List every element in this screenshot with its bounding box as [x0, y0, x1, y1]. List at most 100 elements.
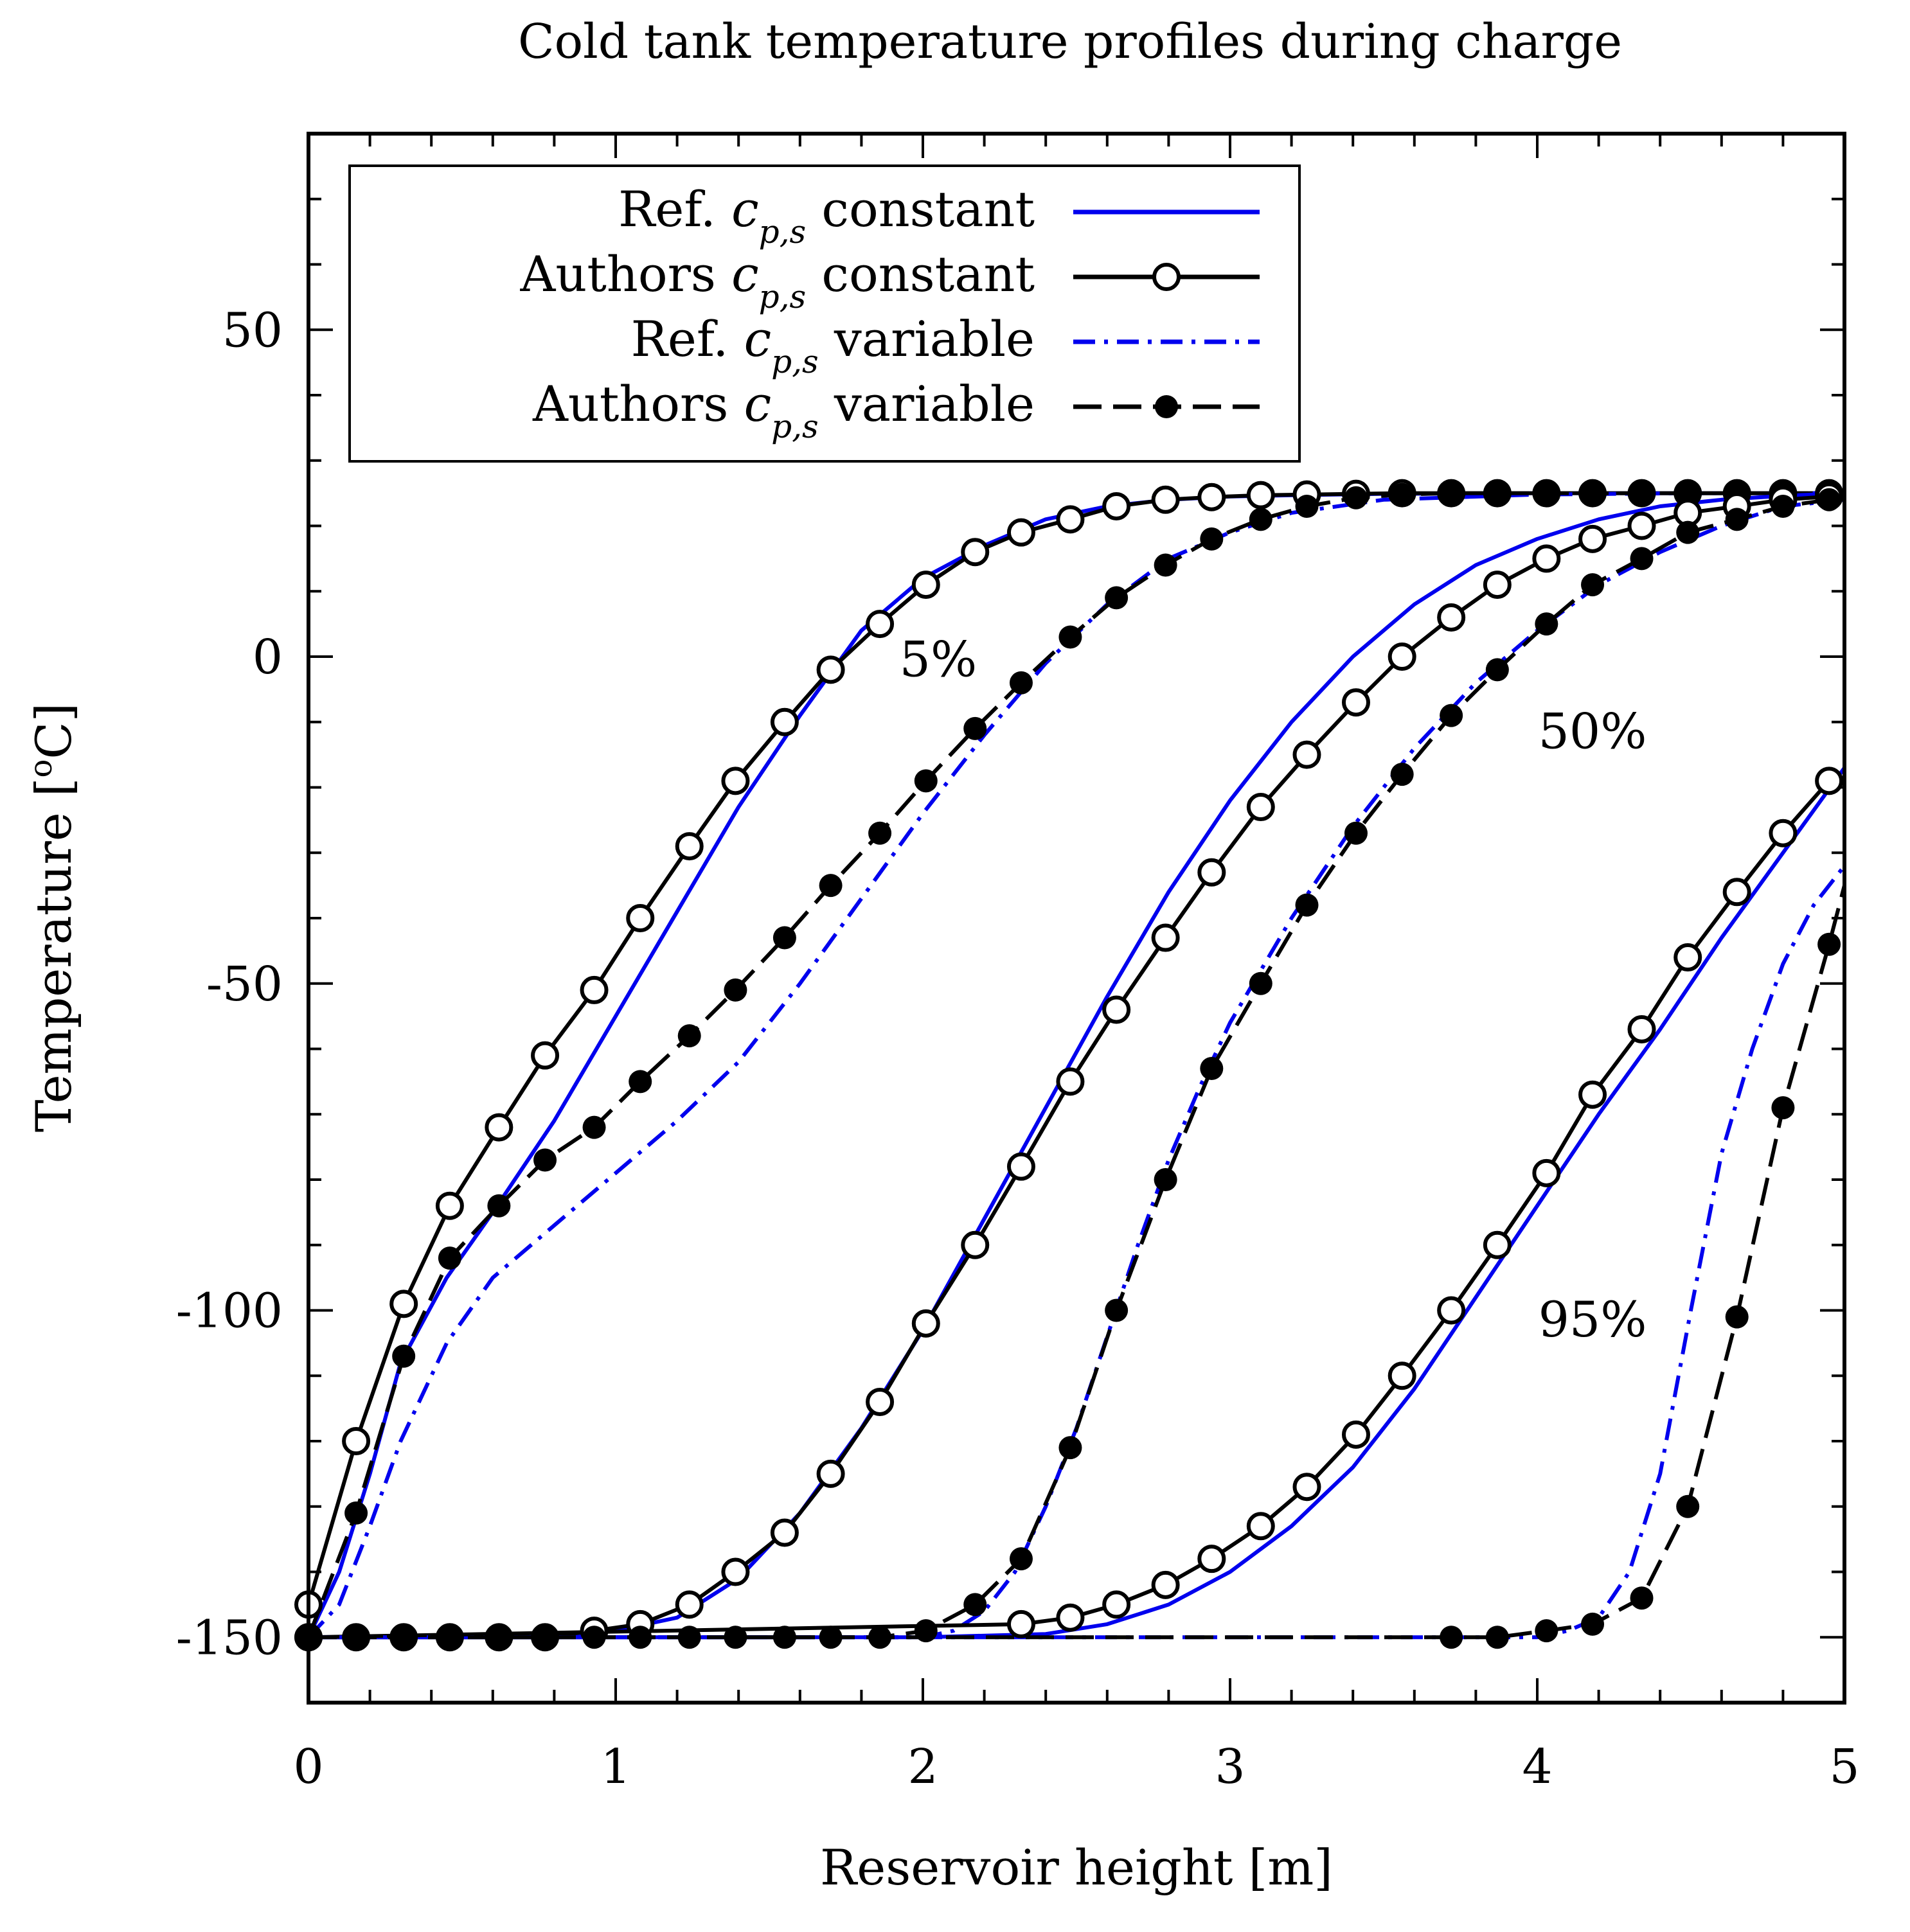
series-marker [1578, 1080, 1607, 1109]
series-marker [1581, 1612, 1605, 1636]
x-tick-label: 1 [600, 1739, 630, 1795]
legend-label-prefix: Ref. [618, 181, 731, 238]
y-axis-label-unit: C] [25, 703, 82, 759]
annotation-layer: 5% 50% 95% [900, 631, 1647, 1349]
series-marker [721, 767, 750, 795]
legend-subscript: p,s [771, 408, 819, 445]
series-marker [580, 975, 609, 1004]
series-marker [1817, 932, 1841, 956]
percent-annotation: 5% [900, 631, 977, 688]
series-marker [677, 1626, 701, 1649]
series-marker [582, 1115, 606, 1139]
series-marker [772, 926, 796, 950]
series-marker [1200, 1057, 1224, 1081]
series-marker [866, 1387, 895, 1416]
series-marker [1006, 1609, 1035, 1638]
legend-box [348, 164, 1301, 463]
series-marker [344, 1501, 368, 1525]
series-marker [389, 1289, 418, 1318]
series-marker [1006, 518, 1035, 547]
legend-label: Authors cp,s variable [532, 375, 1035, 445]
series-marker [1058, 625, 1082, 649]
series-marker [1056, 1067, 1085, 1096]
series-marker [438, 1626, 461, 1649]
series-marker [1483, 1230, 1512, 1259]
series-marker [438, 1246, 461, 1270]
x-tick-label: 4 [1522, 1739, 1552, 1795]
series-marker [1151, 485, 1180, 514]
series-marker [724, 978, 747, 1002]
series-marker [629, 1070, 652, 1094]
series-marker [1673, 943, 1702, 972]
series-marker [819, 874, 843, 898]
series-marker [1388, 1361, 1416, 1390]
series-marker [1440, 481, 1463, 505]
series-marker [1535, 481, 1558, 505]
series-marker [675, 1590, 704, 1619]
legend-label-suffix: constant [806, 181, 1035, 238]
series-marker [1817, 488, 1841, 511]
series-marker [1769, 819, 1798, 847]
legend-symbol: c [744, 310, 772, 368]
series-marker [1627, 1015, 1656, 1043]
series-marker [485, 1113, 513, 1142]
series-marker [626, 904, 655, 932]
series-marker [1676, 481, 1700, 505]
series-marker [1630, 1586, 1654, 1610]
x-tick-label: 3 [1215, 1739, 1245, 1795]
legend-symbol: c [731, 181, 759, 238]
y-axis-label: Temperature [oC] [23, 703, 82, 1132]
series-marker [1440, 704, 1463, 727]
series-marker [392, 1344, 416, 1368]
legend-marker [1152, 263, 1181, 291]
series-marker [533, 1148, 557, 1172]
series-marker [629, 1626, 652, 1649]
series-marker [819, 1626, 843, 1649]
series-marker [914, 769, 938, 793]
series-marker [1009, 671, 1033, 695]
series-marker [1388, 643, 1416, 671]
legend-label-suffix: constant [806, 245, 1035, 303]
series-marker [531, 1041, 560, 1070]
series-marker [1437, 1296, 1466, 1325]
y-tick-label: -100 [176, 1284, 283, 1339]
series-marker [1535, 1619, 1558, 1643]
x-tick-label: 5 [1829, 1739, 1859, 1795]
legend-label-prefix: Authors [532, 375, 744, 432]
series-marker [961, 1230, 990, 1259]
y-tick-label: -150 [176, 1610, 283, 1665]
x-tick-label: 0 [293, 1739, 323, 1795]
series-marker [1771, 1096, 1795, 1120]
legend-marker [1155, 395, 1178, 418]
series-marker [1292, 740, 1321, 769]
series-marker [1578, 524, 1607, 553]
series-marker [911, 1309, 940, 1338]
legend-label-suffix: variable [819, 310, 1035, 368]
series-marker [1056, 1603, 1085, 1632]
legend-symbol: c [731, 245, 759, 303]
legend-label: Authors cp,s constant [520, 245, 1035, 315]
series-marker [487, 1626, 511, 1649]
series-marker [1535, 612, 1558, 636]
legend-subscript: p,s [759, 278, 807, 315]
series-marker [721, 1557, 750, 1586]
legend-label-prefix: Ref. [631, 310, 744, 368]
series-marker [1341, 1420, 1370, 1449]
series-marker [1295, 494, 1319, 518]
tick-labels: -150 -100 -50 0 50 0 1 2 3 4 5 [176, 303, 1860, 1795]
marker-layer [294, 479, 1844, 1652]
y-tick-label: 50 [222, 303, 283, 358]
series-marker [1246, 1512, 1275, 1541]
series-marker [914, 1619, 938, 1643]
series-marker [1292, 1473, 1321, 1502]
series-marker [1197, 1545, 1226, 1573]
series-marker [1630, 547, 1654, 571]
series-marker [1390, 763, 1414, 786]
series-marker [1249, 508, 1272, 531]
y-tick-label: -50 [206, 957, 283, 1012]
series-line [308, 864, 1846, 1640]
series-marker [1151, 923, 1180, 952]
series-line [307, 491, 1844, 1639]
y-axis-label-degree: o [23, 759, 59, 778]
